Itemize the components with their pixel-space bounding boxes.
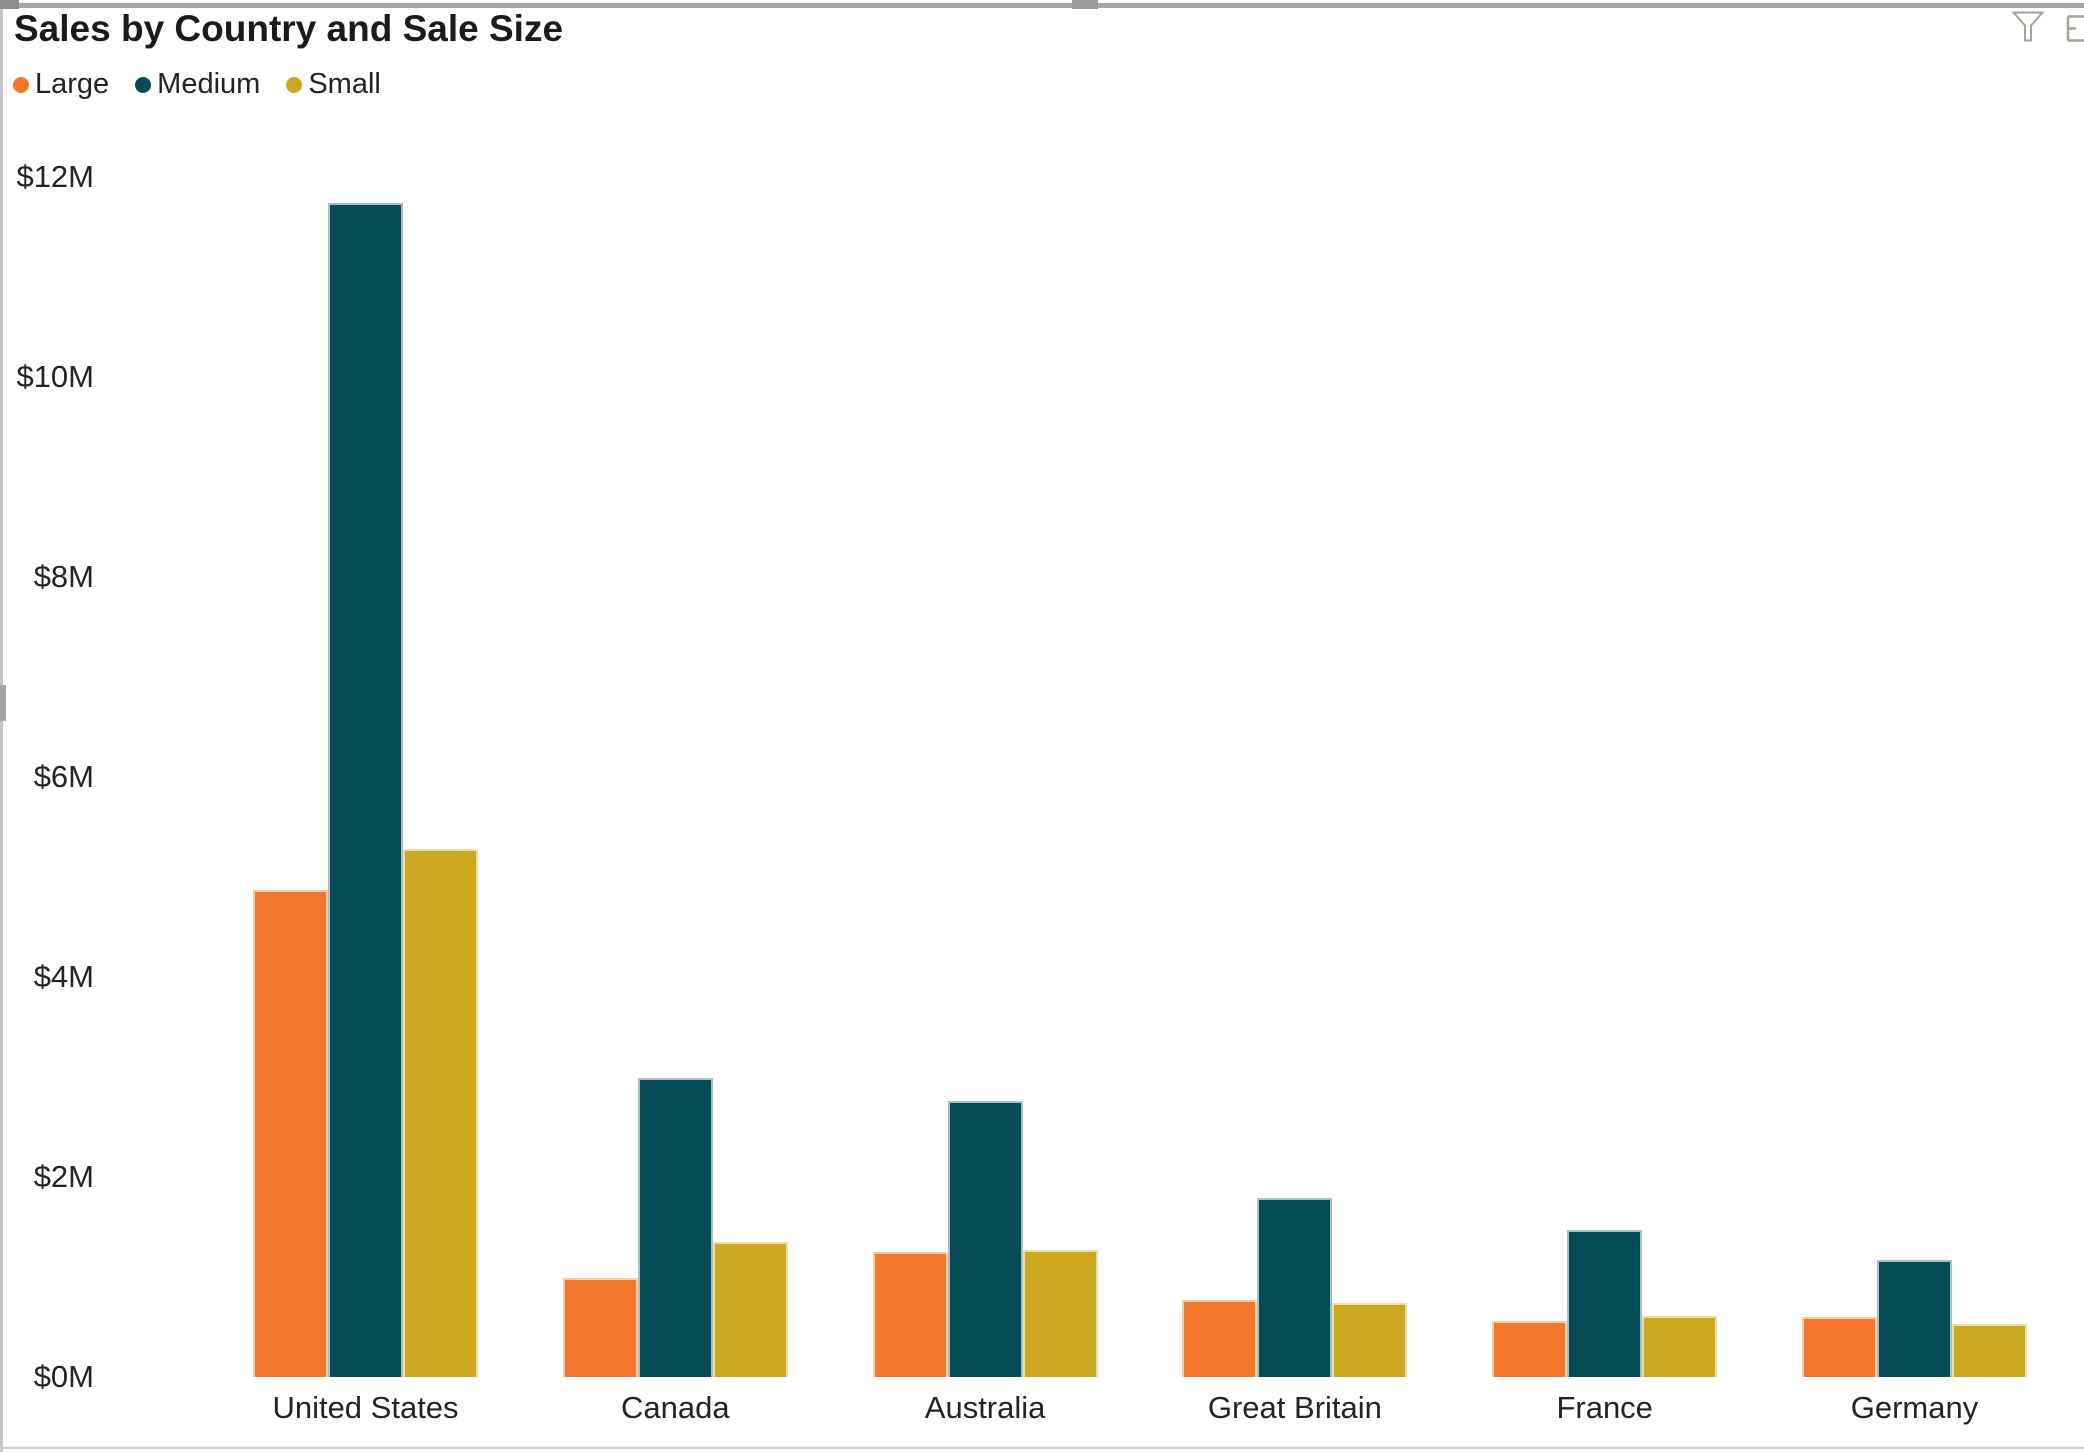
legend-item-medium[interactable]: Medium bbox=[135, 68, 260, 101]
y-axis-label: $8M bbox=[33, 559, 94, 594]
bar-large-canada[interactable] bbox=[562, 1278, 638, 1377]
bar-medium-france[interactable] bbox=[1567, 1230, 1643, 1377]
scrollbar-corner bbox=[0, 0, 19, 9]
vertical-scrollbar-thumb[interactable] bbox=[0, 685, 6, 721]
horizontal-scrollbar-thumb[interactable] bbox=[1072, 0, 1098, 9]
y-axis-label: $0M bbox=[33, 1359, 94, 1394]
x-axis-label-australia: Australia bbox=[924, 1390, 1046, 1425]
legend-item-large[interactable]: Large bbox=[13, 68, 109, 101]
y-axis-label: $4M bbox=[33, 959, 94, 994]
legend-item-small[interactable]: Small bbox=[286, 68, 381, 101]
x-axis-label-germany: Germany bbox=[1850, 1390, 1979, 1425]
bar-medium-great-britain[interactable] bbox=[1257, 1198, 1333, 1377]
y-axis-label: $2M bbox=[33, 1159, 94, 1194]
legend-marker-circle bbox=[286, 76, 303, 93]
legend-label: Medium bbox=[157, 68, 261, 100]
visual-header-icons bbox=[0, 0, 2084, 60]
chart-legend: Large Medium Small bbox=[13, 68, 381, 101]
bar-medium-united-states[interactable] bbox=[328, 203, 403, 1377]
bar-small-canada[interactable] bbox=[712, 1242, 788, 1377]
bar-small-australia[interactable] bbox=[1022, 1250, 1098, 1377]
legend-label: Large bbox=[35, 68, 110, 100]
bar-small-france[interactable] bbox=[1642, 1316, 1718, 1377]
bar-large-great-britain[interactable] bbox=[1182, 1300, 1258, 1377]
bar-small-united-states[interactable] bbox=[403, 849, 478, 1377]
y-axis-label: $12M bbox=[16, 159, 94, 194]
filter-icon[interactable] bbox=[2012, 11, 2044, 42]
bar-large-united-states[interactable] bbox=[253, 890, 328, 1377]
x-axis-label-united-states: United States bbox=[272, 1390, 459, 1425]
chart-title: Sales by Country and Sale Size bbox=[14, 8, 564, 49]
bottom-border-line bbox=[2, 1447, 2084, 1449]
bar-large-germany[interactable] bbox=[1802, 1317, 1877, 1377]
bar-small-great-britain[interactable] bbox=[1332, 1303, 1408, 1377]
bar-large-france[interactable] bbox=[1492, 1321, 1568, 1377]
horizontal-scrollbar-track[interactable] bbox=[0, 3, 2084, 8]
y-axis-label: $10M bbox=[16, 359, 94, 394]
x-axis-label-france: France bbox=[1556, 1390, 1653, 1425]
y-axis-label: $6M bbox=[33, 759, 94, 794]
bar-large-australia[interactable] bbox=[872, 1252, 948, 1377]
clipped-header-icon[interactable] bbox=[2066, 15, 2084, 42]
legend-marker-circle bbox=[13, 76, 29, 93]
bar-small-germany[interactable] bbox=[1952, 1324, 2027, 1377]
legend-marker-circle bbox=[135, 76, 152, 93]
bar-medium-canada[interactable] bbox=[637, 1078, 713, 1377]
legend-label: Small bbox=[308, 68, 381, 100]
vertical-scrollbar-track[interactable] bbox=[0, 9, 3, 1452]
x-axis-label-great-britain: Great Britain bbox=[1207, 1390, 1382, 1425]
x-axis-label-canada: Canada bbox=[621, 1390, 730, 1425]
bar-medium-australia[interactable] bbox=[947, 1101, 1023, 1377]
bar-medium-germany[interactable] bbox=[1877, 1260, 1952, 1377]
